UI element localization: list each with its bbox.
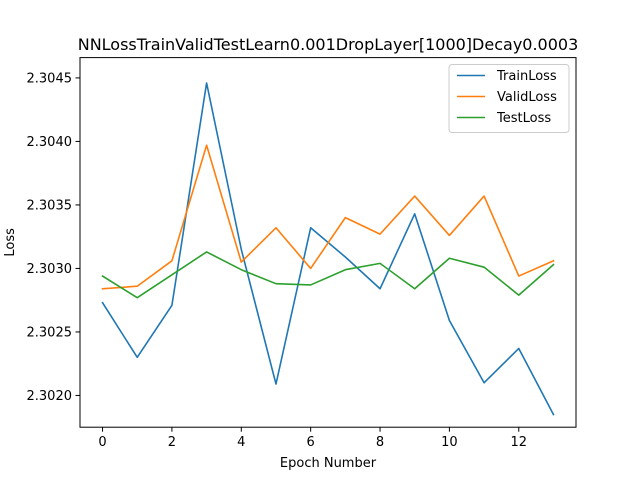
series-group [101, 82, 555, 416]
x-tick-label: 12 [510, 435, 527, 450]
y-axis-label: Loss [3, 228, 18, 257]
legend-label-testloss: TestLoss [496, 111, 551, 126]
legend-label-trainloss: TrainLoss [496, 69, 557, 84]
x-tick-label: 6 [307, 435, 315, 450]
y-tick-label: 2.3030 [27, 262, 73, 277]
x-tick-label: 0 [98, 435, 106, 450]
legend-label-validloss: ValidLoss [497, 90, 557, 105]
x-tick-label: 10 [441, 435, 458, 450]
chart-title: NNLossTrainValidTestLearn0.001DropLayer[… [78, 35, 579, 54]
x-axis-label: Epoch Number [280, 456, 377, 471]
y-tick-label: 2.3040 [27, 135, 73, 150]
y-tick-label: 2.3035 [27, 198, 73, 213]
x-axis-ticks: 0 2 4 6 8 10 12 [98, 427, 527, 450]
y-axis-ticks: 2.3020 2.3025 2.3030 2.3035 2.3040 2.3045 [27, 71, 80, 404]
series-line-validloss [101, 144, 555, 290]
series-line-testloss [101, 251, 555, 299]
y-tick-label: 2.3025 [27, 325, 73, 340]
legend: TrainLoss ValidLoss TestLoss [448, 64, 570, 133]
y-tick-label: 2.3045 [27, 71, 73, 86]
plot-frame [79, 57, 577, 428]
x-tick-label: 8 [376, 435, 384, 450]
legend-box [448, 64, 570, 133]
x-tick-label: 4 [237, 435, 245, 450]
x-tick-label: 2 [168, 435, 176, 450]
y-tick-label: 2.3020 [27, 389, 73, 404]
